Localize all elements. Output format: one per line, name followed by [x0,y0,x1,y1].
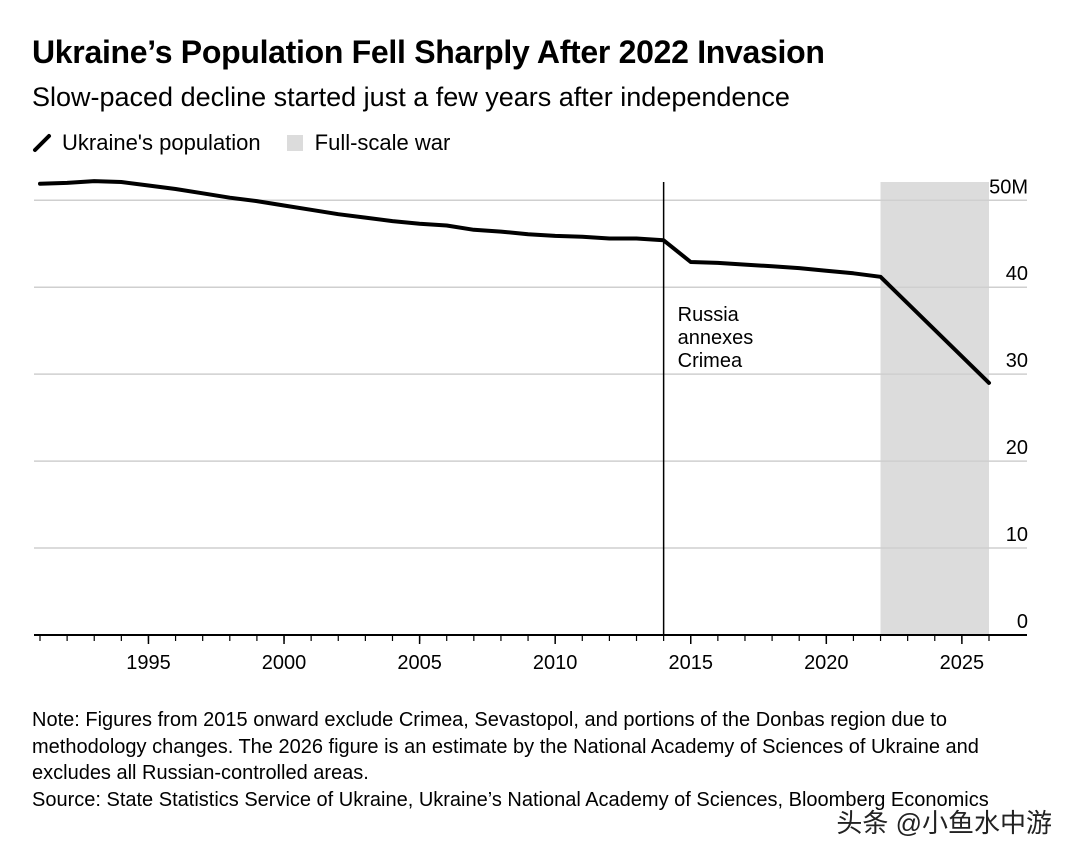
x-tick-label-2025: 2025 [940,652,985,674]
source-text: Source: State Statistics Service of Ukra… [32,788,989,811]
x-tick-label-2010: 2010 [533,652,578,674]
y-tick-label-10: 10 [1006,524,1028,546]
y-tick-label-30: 30 [1006,350,1028,372]
watermark: 头条 @小鱼水中游 [836,808,1052,838]
legend: Ukraine's population Full-scale war [32,130,476,156]
x-tick-label-1995: 1995 [126,652,171,674]
y-tick-label-0: 0 [1017,611,1028,633]
annotation-label-line-3: Crimea [678,350,743,372]
legend-label-population: Ukraine's population [62,130,261,155]
war-shaded-region [880,182,989,635]
legend-item-population: Ukraine's population [32,130,261,156]
annotation-label-line-2: annexes [678,327,754,349]
chart-subtitle: Slow-paced decline started just a few ye… [32,82,790,112]
shaded-box-icon [286,135,303,151]
y-tick-label-20: 20 [1006,437,1028,459]
note-text: Note: Figures from 2015 onward exclude C… [32,709,979,784]
x-tick-label-2005: 2005 [397,652,442,674]
population-line-chart: 0 10 20 30 40 50M 1995 2000 2005 2010 2015 2020 2025… [34,176,1028,674]
legend-item-war: Full-scale war [286,130,451,156]
line-swatch-icon [33,134,51,152]
x-tick-label-2015: 2015 [668,652,713,674]
annotation-label-line-1: Russia [678,304,740,326]
legend-label-war: Full-scale war [314,130,451,155]
footnote: Note: Figures from 2015 onward exclude C… [32,707,1032,813]
y-tick-label-50: 50M [989,176,1028,198]
x-tick-label-2000: 2000 [262,652,307,674]
population-series-line [38,179,991,385]
chart-title: Ukraine’s Population Fell Sharply After … [32,34,825,70]
y-tick-label-40: 40 [1006,263,1028,285]
x-tick-label-2020: 2020 [804,652,849,674]
